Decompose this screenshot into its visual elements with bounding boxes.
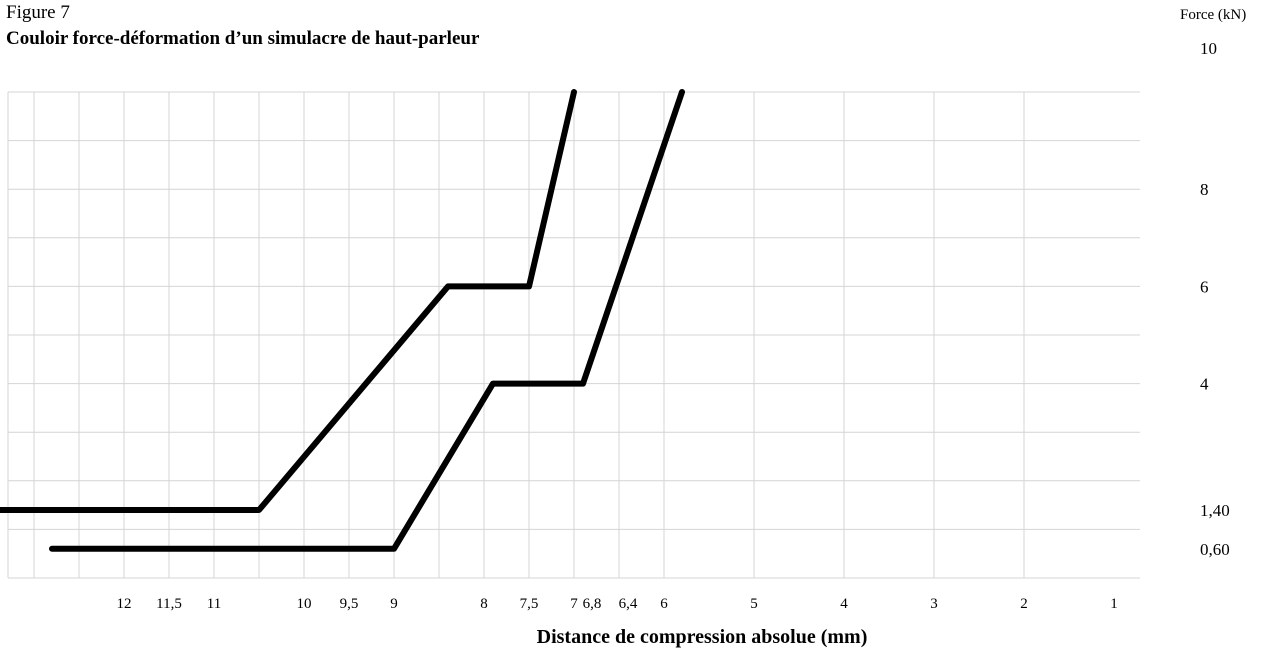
y-tick-label: 8 (1200, 180, 1209, 199)
x-tick-label: 6,4 (619, 596, 638, 612)
y-tick-label: 4 (1200, 375, 1209, 394)
x-tick-label: 8 (480, 596, 488, 612)
x-axis-label: Distance de compression absolue (mm) (537, 626, 868, 648)
x-tick-label: 9,5 (340, 596, 359, 612)
x-tick-label: 5 (750, 596, 758, 612)
y-tick-label: 10 (1200, 39, 1217, 58)
x-tick-label: 6,8 (583, 596, 602, 612)
x-tick-label: 11 (207, 596, 221, 612)
y-tick-label: 1,40 (1200, 501, 1230, 520)
x-tick-label: 3 (930, 596, 938, 612)
x-tick-label: 7 (570, 596, 578, 612)
y-tick-labels: 10 8 6 4 1,40 0,60 (1200, 39, 1230, 559)
figure-label: Figure 7 (6, 2, 70, 23)
y-tick-label: 6 (1200, 277, 1209, 296)
x-tick-label: 1 (1110, 596, 1118, 612)
series-line-2 (49, 89, 685, 552)
series-group (0, 89, 685, 552)
chart-title: Couloir force-déformation d’un simulacre… (6, 28, 480, 49)
x-tick-label: 7,5 (520, 596, 539, 612)
x-tick-label: 10 (297, 596, 312, 612)
x-tick-label: 12 (117, 596, 132, 612)
x-tick-label: 11,5 (156, 596, 182, 612)
grid (7, 91, 1140, 579)
x-tick-label: 9 (390, 596, 398, 612)
series-line-1 (0, 89, 577, 513)
x-tick-labels: 12 11,5 11 10 9,5 9 8 7,5 7 6,8 6,4 6 5 4 3 2 1 (117, 596, 1118, 612)
y-tick-label: 0,60 (1200, 540, 1230, 559)
x-tick-label: 4 (840, 596, 848, 612)
x-tick-label: 6 (660, 596, 668, 612)
x-tick-label: 2 (1020, 596, 1028, 612)
y-axis-label: Force (kN) (1180, 7, 1247, 23)
